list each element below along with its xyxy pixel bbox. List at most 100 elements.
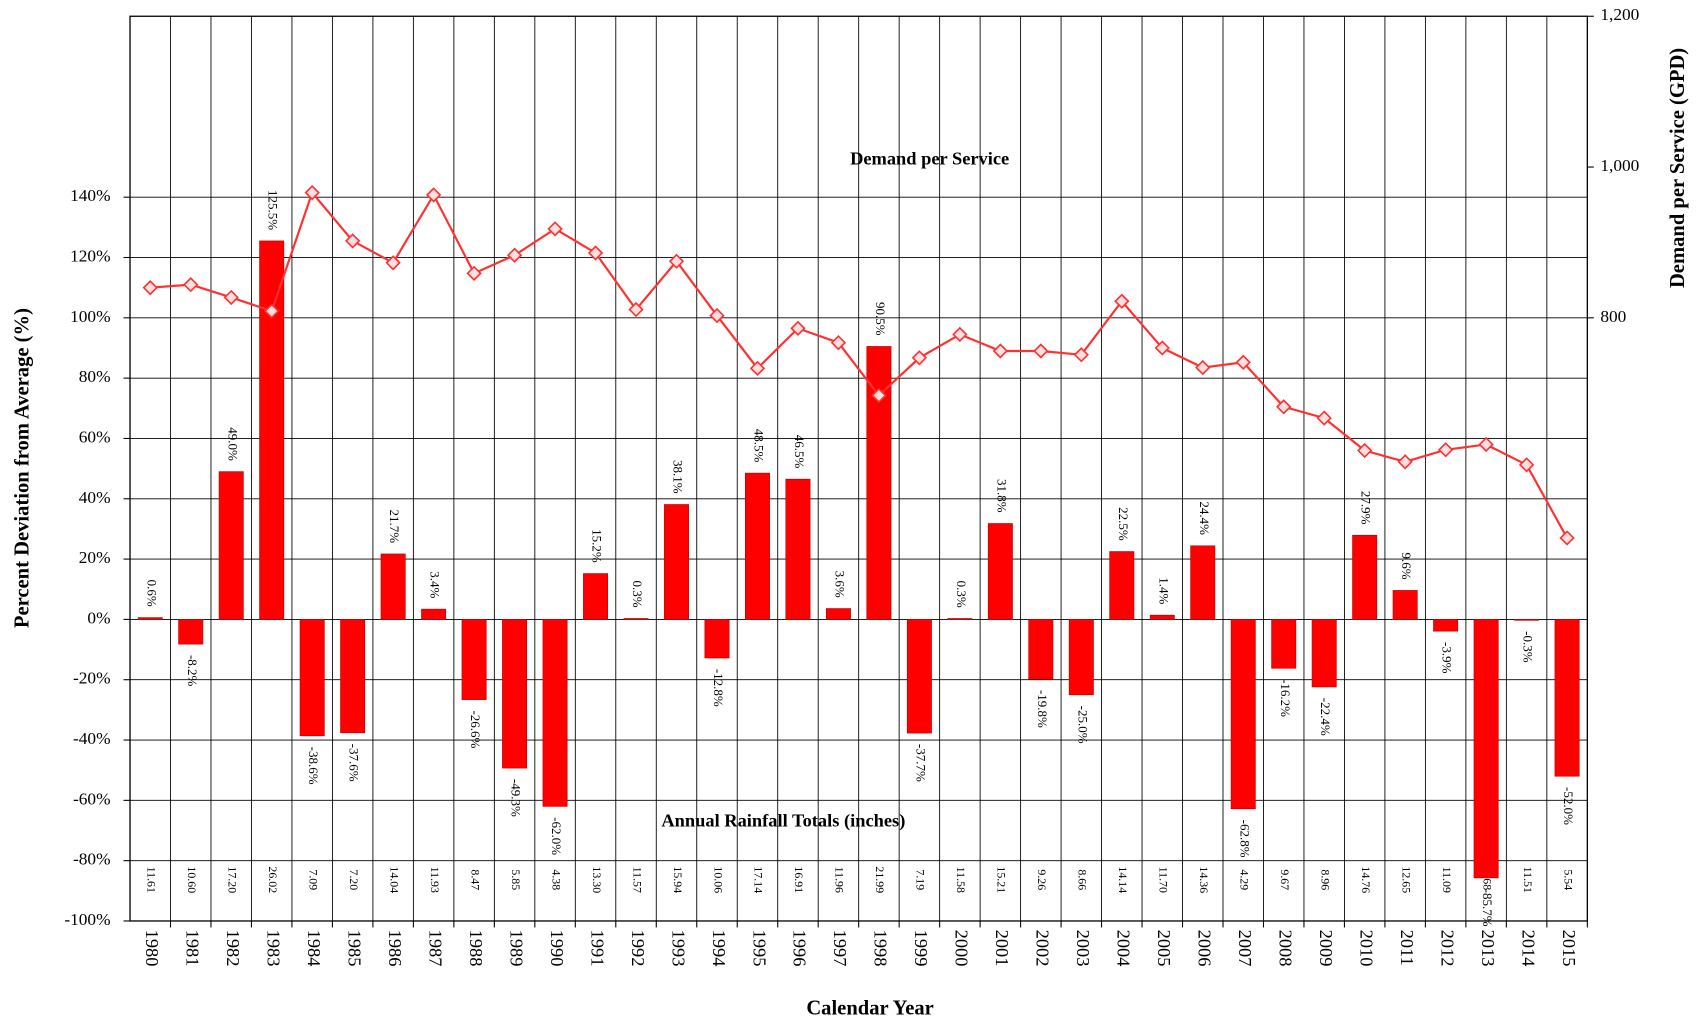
marker — [749, 360, 766, 376]
data-label: -19.8% — [1035, 690, 1050, 728]
rainfall-label: 11.61 — [145, 867, 159, 893]
marker — [385, 255, 401, 271]
data-label: -62.0% — [549, 817, 564, 855]
x-tick-label: 2010 — [1356, 930, 1376, 967]
rainfall-label: 7.19 — [914, 869, 928, 890]
data-label: -62.8% — [1237, 820, 1252, 858]
x-tick-label: 1994 — [709, 930, 729, 967]
rainfall-label: 17.20 — [225, 866, 239, 893]
rainfall-label: 9.67 — [1278, 869, 1292, 890]
data-label: -25.0% — [1075, 706, 1090, 744]
bar — [1554, 619, 1580, 777]
rainfall-label: 14.76 — [1359, 866, 1373, 893]
bar — [340, 619, 366, 734]
marker — [466, 265, 482, 281]
y-tick-label: 140% — [70, 186, 110, 205]
x-tick-label: 1991 — [587, 930, 607, 967]
rainfall-label: 10.06 — [711, 866, 725, 893]
x-tick-label: 2006 — [1195, 930, 1215, 967]
x-tick-label: 1990 — [547, 930, 567, 967]
x-tick-label: 2008 — [1276, 930, 1296, 967]
data-label: 22.5% — [1116, 507, 1131, 541]
x-tick-label: 1998 — [871, 930, 891, 967]
data-label: 15.2% — [590, 529, 605, 563]
bar — [1433, 619, 1459, 632]
marker — [1357, 442, 1373, 459]
x-tick-label: 1980 — [142, 930, 162, 967]
marker — [992, 343, 1009, 359]
y-tick-label: 20% — [79, 548, 111, 567]
grid — [130, 16, 1588, 922]
bar — [461, 619, 487, 700]
marker — [1033, 343, 1049, 359]
rainfall-label: 14.14 — [1116, 866, 1130, 893]
x-tick-label: 1996 — [790, 930, 810, 967]
bar — [1392, 590, 1418, 620]
y-axis-title: Percent Deviation from Average (%) — [12, 308, 34, 628]
bar — [259, 240, 285, 620]
data-label: 24.4% — [1197, 501, 1212, 535]
bar — [906, 619, 932, 734]
marker — [1154, 340, 1170, 356]
data-label: 0.3% — [630, 581, 645, 608]
x-tick-label: 1988 — [466, 930, 486, 967]
x-tick-label: 1982 — [223, 930, 243, 967]
rainfall-label: 11.09 — [1440, 867, 1454, 893]
rainfall-label: 14.04 — [387, 866, 401, 893]
y-tick-label: 120% — [70, 246, 110, 265]
marker — [264, 303, 280, 319]
rainfall-label: 11.70 — [1157, 867, 1171, 893]
marker — [1235, 354, 1251, 370]
data-label: 38.1% — [671, 460, 686, 494]
data-label: -52.0% — [1561, 787, 1576, 825]
bar — [987, 523, 1013, 620]
marker — [223, 289, 239, 306]
data-label: 48.5% — [751, 429, 766, 463]
data-label: -37.7% — [913, 744, 928, 782]
y2-tick-label: 1,200 — [1600, 5, 1639, 24]
marker — [304, 185, 320, 201]
x-tick-label: 1995 — [749, 930, 769, 967]
x-tick-label: 2005 — [1154, 930, 1174, 967]
y-tick-label: -100% — [64, 910, 110, 929]
marker — [1478, 436, 1494, 453]
line — [150, 190, 1569, 539]
rainfall-label: 11.51 — [1521, 867, 1535, 893]
bar — [623, 618, 649, 620]
rainfall-label: 11.57 — [630, 867, 644, 893]
x-tick-label: 2014 — [1518, 930, 1538, 967]
bar — [421, 608, 447, 620]
x-tick-label: 1981 — [183, 930, 203, 967]
data-label: 125.5% — [266, 190, 281, 230]
rainfall-label: 11.93 — [428, 867, 442, 893]
rainfall-label: 12.65 — [1399, 866, 1413, 893]
marker — [1073, 347, 1089, 363]
marker — [911, 350, 928, 366]
rainfall-label: 11.96 — [833, 867, 847, 893]
rainfall-label: 14.36 — [1197, 866, 1211, 893]
y-tick-label: -20% — [73, 669, 111, 688]
bar — [745, 472, 770, 620]
bar — [1271, 619, 1297, 669]
bar — [664, 504, 689, 620]
marker — [183, 277, 199, 293]
marker — [1559, 530, 1575, 546]
marker — [830, 335, 847, 351]
x-tick-label: 1987 — [425, 930, 445, 967]
rainfall-label: 9.26 — [1035, 869, 1049, 890]
rainfall-label: 15.94 — [671, 866, 685, 893]
bar — [178, 619, 204, 645]
x-tick-label: 2015 — [1559, 930, 1579, 967]
bar — [380, 553, 406, 620]
marker — [506, 247, 523, 263]
rainfall-label: 8.66 — [1076, 869, 1090, 890]
bar — [1028, 619, 1054, 680]
y-tick-label: 100% — [70, 307, 110, 326]
data-label: -85.7% — [1480, 889, 1495, 927]
bar — [1230, 619, 1256, 810]
x-tick-label: 1984 — [304, 930, 324, 967]
data-label: -3.9% — [1440, 642, 1455, 674]
bar — [1068, 619, 1094, 696]
x-axis-title: Calendar Year — [806, 998, 933, 1020]
